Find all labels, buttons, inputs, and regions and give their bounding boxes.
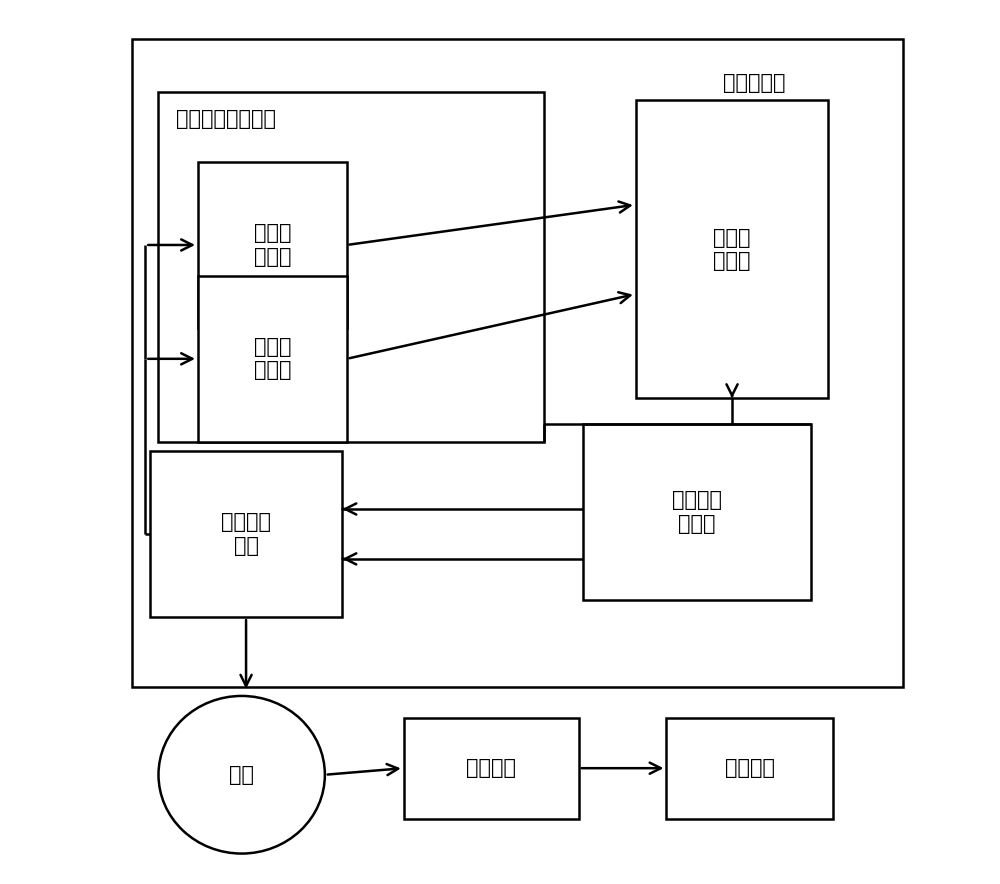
Bar <box>636 101 828 398</box>
Bar <box>583 424 811 599</box>
Text: 门机控制器: 门机控制器 <box>723 73 785 93</box>
Bar <box>158 92 544 442</box>
Text: 传动机构: 传动机构 <box>466 758 516 778</box>
Text: 电机信号采集单元: 电机信号采集单元 <box>176 110 276 129</box>
Bar <box>404 718 579 819</box>
Text: 电流检
测单元: 电流检 测单元 <box>254 224 291 267</box>
Text: 电机: 电机 <box>229 765 254 785</box>
Text: 转速检
测单元: 转速检 测单元 <box>254 337 291 380</box>
Bar <box>666 718 833 819</box>
Text: 质量辨
识单元: 质量辨 识单元 <box>713 228 751 271</box>
Bar <box>198 162 347 328</box>
Text: 加速度生
成单元: 加速度生 成单元 <box>672 491 722 534</box>
Bar <box>150 451 342 617</box>
Text: 电机控制
单元: 电机控制 单元 <box>221 513 271 555</box>
Bar <box>132 39 903 687</box>
Bar <box>198 276 347 442</box>
Text: 门机负载: 门机负载 <box>725 758 775 778</box>
Ellipse shape <box>158 696 325 854</box>
